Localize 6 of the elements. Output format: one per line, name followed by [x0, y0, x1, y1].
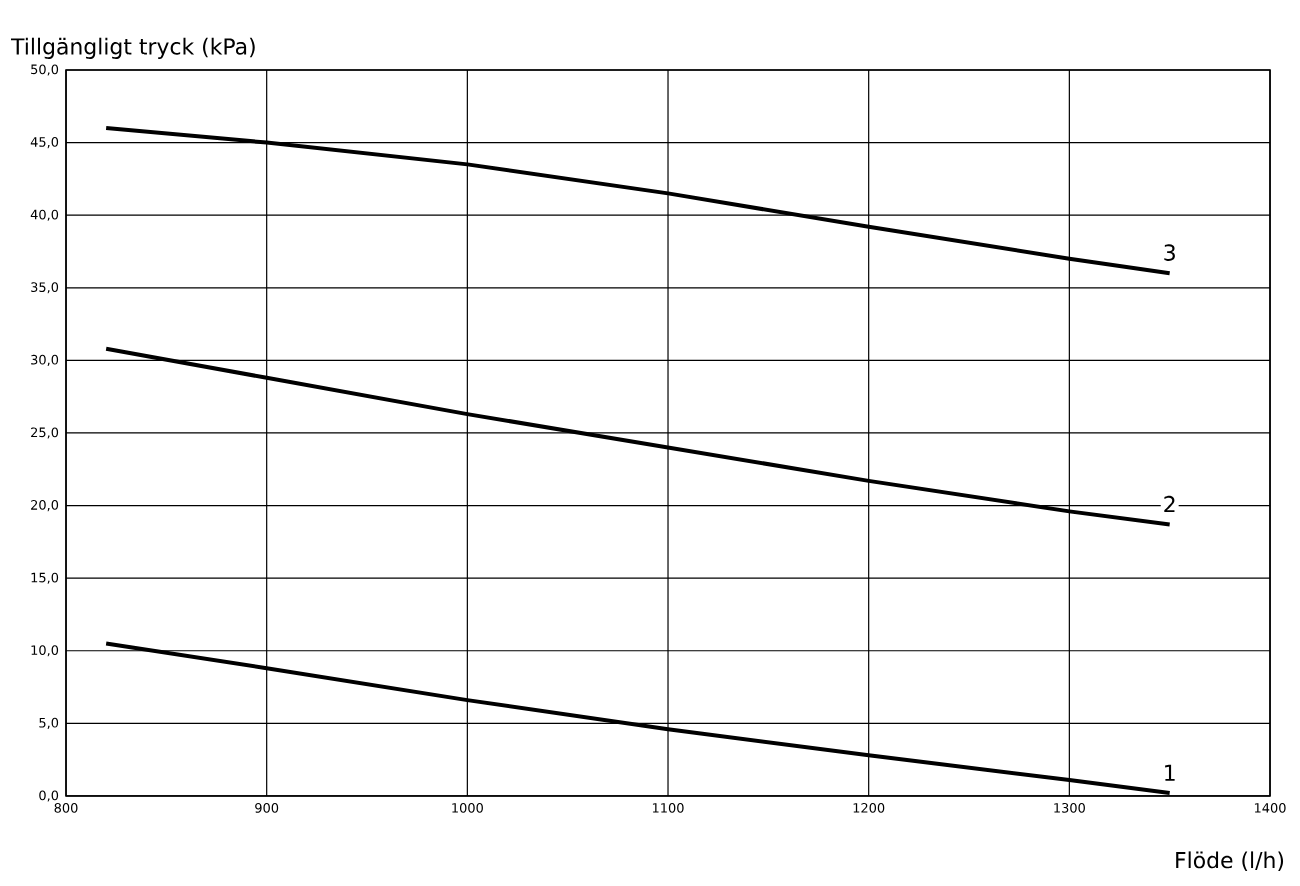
series-label: 1	[1165, 764, 1175, 781]
x-axis-title: Flöde (l/h)	[1176, 851, 1284, 871]
series-label: 2	[1164, 495, 1175, 513]
y-axis-title: Tillgängligt tryck (kPa)	[11, 37, 255, 59]
series-label: 3	[1164, 244, 1175, 261]
line-series	[104, 126, 1172, 276]
